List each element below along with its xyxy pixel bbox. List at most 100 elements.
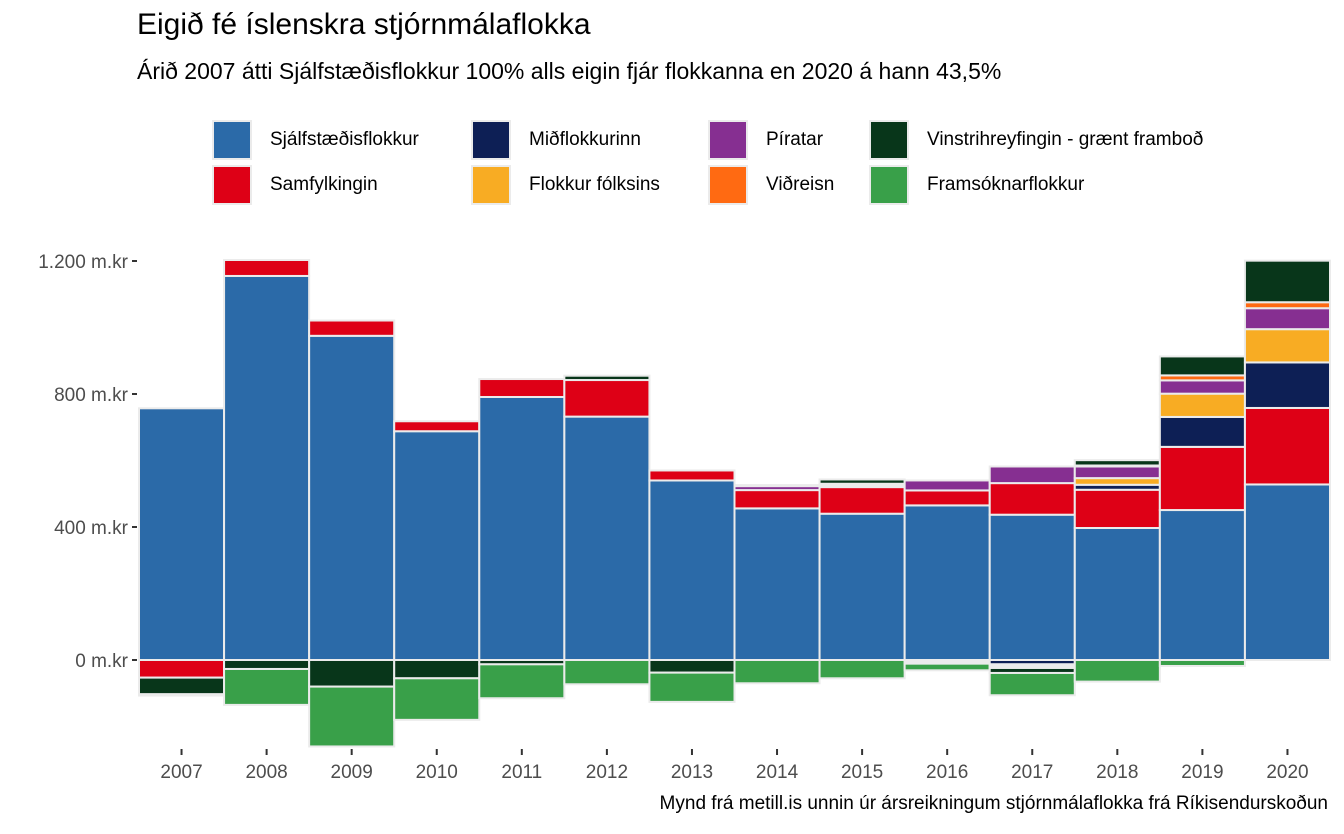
bar-segment-2015-1 [818, 486, 906, 515]
bar-segment-2008-6 [223, 659, 311, 670]
bar-segment-2014-7 [733, 659, 821, 685]
bar-segment-2020-4 [1243, 307, 1332, 331]
bar-segment-2008-7 [223, 667, 311, 706]
bar-segment-2019-3 [1158, 392, 1246, 418]
bar-segment-2016-7 [903, 662, 991, 672]
x-tick-label: 2016 [926, 762, 968, 783]
bar-segment-2007-7 [138, 693, 226, 697]
bar-segment-2013-1 [648, 469, 736, 482]
legend-label-midflokkurinn: Miðflokkurinn [529, 129, 641, 150]
x-tick-label: 2019 [1181, 762, 1223, 783]
x-tick-label: 2014 [756, 762, 799, 783]
bar-segment-2015-7 [818, 659, 906, 680]
x-tick-label: 2008 [245, 762, 287, 783]
bar-segment-2011-1 [478, 378, 566, 398]
bar-segment-2013-6 [648, 659, 736, 674]
bar-segment-2018-1 [1073, 488, 1161, 529]
x-tick-label: 2010 [416, 762, 458, 783]
bar-segment-2015-0 [818, 512, 906, 662]
legend-key-flokkur-folksins [471, 165, 511, 205]
legend-item-samfylkingin: Samfylkingin [212, 163, 378, 207]
bar-segment-2017-1 [988, 482, 1076, 516]
bar-segment-2010-0 [393, 430, 481, 661]
bar-segment-2008-1 [223, 259, 311, 277]
legend-label-framsoknarflokkur: Framsóknarflokkur [927, 174, 1085, 195]
legend-key-vinstri-graen [869, 120, 909, 160]
bar-segment-2007-1 [138, 659, 226, 679]
legend-item-sjalfstaedisflokkur: Sjálfstæðisflokkur [212, 118, 419, 162]
bar-segment-2019-4 [1158, 379, 1246, 395]
bar-segment-2012-6 [563, 374, 651, 382]
bar-segment-2008-0 [223, 274, 311, 661]
bar-segment-2007-0 [138, 407, 226, 661]
x-tick-label: 2009 [331, 762, 373, 783]
bar-segment-2010-7 [393, 677, 481, 721]
chart-subtitle: Árið 2007 átti Sjálfstæðisflokkur 100% a… [137, 58, 1002, 84]
legend-label-samfylkingin: Samfylkingin [270, 174, 378, 195]
bar-segment-2014-6 [733, 484, 821, 488]
bar-segment-2017-0 [988, 513, 1076, 662]
chart-title: Eigið fé íslenskra stjórnmálaflokka [137, 8, 591, 41]
legend-item-vinstri-graen: Vinstrihreyfingin - grænt framboð [869, 118, 1203, 162]
legend-label-sjalfstaedisflokkur: Sjálfstæðisflokkur [270, 129, 419, 150]
x-tick-label: 2018 [1096, 762, 1138, 783]
bar-segment-2016-0 [903, 504, 991, 662]
bar-segment-2014-0 [733, 507, 821, 661]
legend-key-piratar [708, 120, 748, 160]
bar-segment-2015-6 [818, 478, 906, 485]
bar-segment-2009-7 [308, 685, 396, 748]
legend-label-flokkur-folksins: Flokkur fólksins [529, 174, 660, 195]
x-tick-label: 2020 [1266, 762, 1308, 783]
bar-segment-2017-7 [988, 671, 1076, 697]
bar-segment-2012-0 [563, 415, 651, 661]
x-tick-label: 2007 [160, 762, 202, 783]
bar-segment-2012-1 [563, 379, 651, 418]
bar-segment-2009-0 [308, 334, 396, 661]
bar-segment-2016-4 [903, 479, 991, 492]
y-tick-label: 0 m.kr [75, 651, 128, 672]
bar-segment-2019-2 [1158, 415, 1246, 448]
y-tick-label: 800 m.kr [54, 385, 129, 406]
bar-segment-2018-0 [1073, 526, 1161, 661]
bar-segment-2010-6 [393, 659, 481, 680]
legend-key-vidreisn [708, 165, 748, 205]
bar-segment-2013-7 [648, 671, 736, 703]
bar-segment-2016-1 [903, 489, 991, 507]
bar-segment-2010-1 [393, 420, 481, 433]
bar-segment-2017-4 [988, 465, 1076, 485]
bar-segment-2011-7 [478, 663, 566, 700]
legend-key-samfylkingin [212, 165, 252, 205]
legend-item-piratar: Píratar [708, 118, 823, 162]
x-tick-label: 2017 [1011, 762, 1053, 783]
bar-segment-2019-7 [1158, 659, 1246, 667]
bar-segment-2020-3 [1243, 328, 1332, 364]
legend-label-vinstri-graen: Vinstrihreyfingin - grænt framboð [927, 129, 1204, 150]
bar-segment-2018-4 [1073, 465, 1161, 480]
x-tick-label: 2015 [841, 762, 883, 783]
bar-segment-2018-6 [1073, 459, 1161, 467]
x-tick-label: 2012 [586, 762, 628, 783]
bar-segment-2020-2 [1243, 361, 1332, 409]
y-tick-label: 1.200 m.kr [38, 252, 128, 273]
bar-segment-2020-6 [1243, 259, 1332, 304]
bar-segment-2009-1 [308, 319, 396, 337]
legend-key-midflokkurinn [471, 120, 511, 160]
bar-segment-2018-7 [1073, 659, 1161, 683]
bar-segment-2011-0 [478, 395, 566, 661]
bar-segment-2019-0 [1158, 509, 1246, 662]
bar-segment-2020-0 [1243, 483, 1332, 661]
legend-label-vidreisn: Viðreisn [766, 174, 835, 195]
bar-segment-2020-1 [1243, 406, 1332, 486]
chart-caption: Mynd frá metill.is unnin úr ársreikningu… [659, 793, 1328, 814]
bar-segment-2014-1 [733, 489, 821, 510]
legend-item-vidreisn: Viðreisn [708, 163, 834, 207]
legend-item-flokkur-folksins: Flokkur fólksins [471, 163, 660, 207]
bar-segment-2007-6 [138, 676, 226, 696]
bar-segment-2019-1 [1158, 445, 1246, 512]
y-tick-label: 400 m.kr [54, 518, 129, 539]
legend-label-piratar: Píratar [766, 129, 824, 150]
x-tick-label: 2011 [501, 762, 542, 783]
bar-segment-2019-6 [1158, 355, 1246, 377]
bar-segment-2013-0 [648, 479, 736, 662]
